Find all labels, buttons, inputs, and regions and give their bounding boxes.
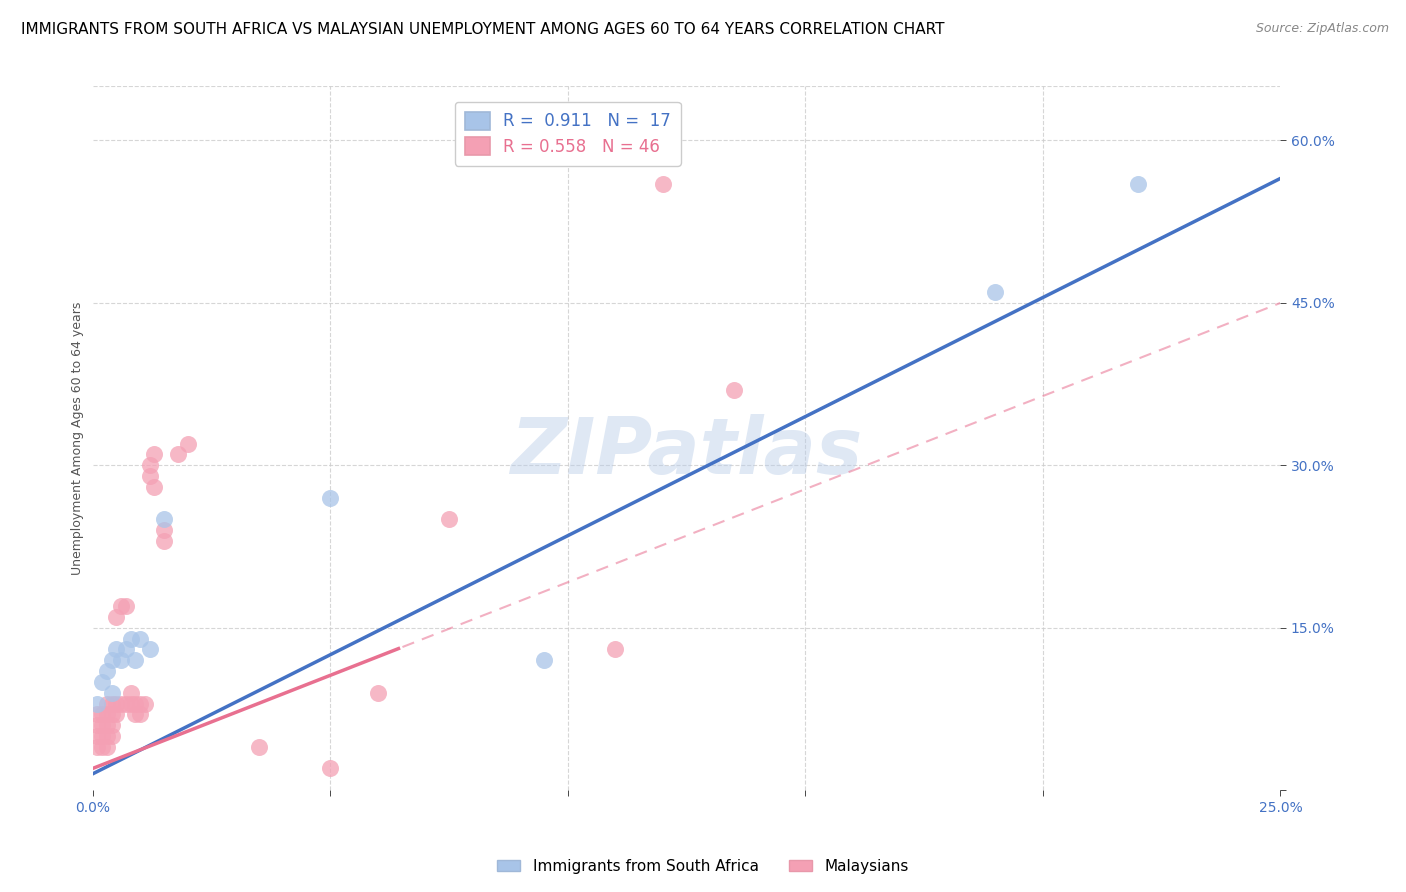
Point bbox=[129, 632, 152, 646]
Point bbox=[143, 480, 166, 494]
Text: ZIPatlas: ZIPatlas bbox=[510, 414, 863, 491]
Point bbox=[167, 448, 190, 462]
Point bbox=[651, 177, 673, 191]
Point bbox=[86, 739, 108, 754]
Point bbox=[437, 512, 460, 526]
Point bbox=[96, 707, 118, 722]
Point bbox=[114, 599, 136, 613]
Point bbox=[100, 697, 122, 711]
Legend: Immigrants from South Africa, Malaysians: Immigrants from South Africa, Malaysians bbox=[491, 853, 915, 880]
Point bbox=[129, 707, 152, 722]
Point bbox=[134, 697, 156, 711]
Point bbox=[124, 697, 146, 711]
Point bbox=[110, 653, 132, 667]
Point bbox=[91, 729, 114, 743]
Point bbox=[153, 534, 176, 549]
Point bbox=[110, 599, 132, 613]
Point bbox=[319, 491, 342, 505]
Point bbox=[114, 642, 136, 657]
Point bbox=[100, 718, 122, 732]
Point bbox=[91, 707, 114, 722]
Point bbox=[100, 707, 122, 722]
Point bbox=[96, 664, 118, 678]
Point bbox=[105, 610, 128, 624]
Point bbox=[91, 739, 114, 754]
Point bbox=[120, 697, 142, 711]
Y-axis label: Unemployment Among Ages 60 to 64 years: Unemployment Among Ages 60 to 64 years bbox=[72, 301, 84, 575]
Point bbox=[105, 642, 128, 657]
Point bbox=[984, 285, 1007, 299]
Point bbox=[86, 729, 108, 743]
Point bbox=[100, 653, 122, 667]
Point bbox=[176, 436, 198, 450]
Point bbox=[138, 458, 160, 473]
Point bbox=[129, 697, 152, 711]
Point bbox=[96, 697, 118, 711]
Point bbox=[605, 642, 627, 657]
Point bbox=[110, 697, 132, 711]
Point bbox=[105, 697, 128, 711]
Point bbox=[723, 383, 745, 397]
Point bbox=[153, 523, 176, 537]
Point bbox=[86, 697, 108, 711]
Point bbox=[143, 448, 166, 462]
Point bbox=[319, 762, 342, 776]
Point bbox=[533, 653, 555, 667]
Point bbox=[138, 642, 160, 657]
Point bbox=[124, 653, 146, 667]
Text: IMMIGRANTS FROM SOUTH AFRICA VS MALAYSIAN UNEMPLOYMENT AMONG AGES 60 TO 64 YEARS: IMMIGRANTS FROM SOUTH AFRICA VS MALAYSIA… bbox=[21, 22, 945, 37]
Point bbox=[153, 512, 176, 526]
Point bbox=[96, 718, 118, 732]
Point bbox=[247, 739, 270, 754]
Point bbox=[138, 469, 160, 483]
Point bbox=[120, 686, 142, 700]
Text: Source: ZipAtlas.com: Source: ZipAtlas.com bbox=[1256, 22, 1389, 36]
Point bbox=[96, 729, 118, 743]
Point bbox=[114, 697, 136, 711]
Point bbox=[86, 707, 108, 722]
Point bbox=[91, 674, 114, 689]
Point bbox=[124, 707, 146, 722]
Legend: R =  0.911   N =  17, R = 0.558   N = 46: R = 0.911 N = 17, R = 0.558 N = 46 bbox=[454, 102, 681, 166]
Point bbox=[100, 729, 122, 743]
Point bbox=[86, 718, 108, 732]
Point bbox=[100, 686, 122, 700]
Point bbox=[96, 739, 118, 754]
Point bbox=[91, 718, 114, 732]
Point bbox=[367, 686, 389, 700]
Point bbox=[105, 707, 128, 722]
Point bbox=[1126, 177, 1149, 191]
Point bbox=[120, 632, 142, 646]
